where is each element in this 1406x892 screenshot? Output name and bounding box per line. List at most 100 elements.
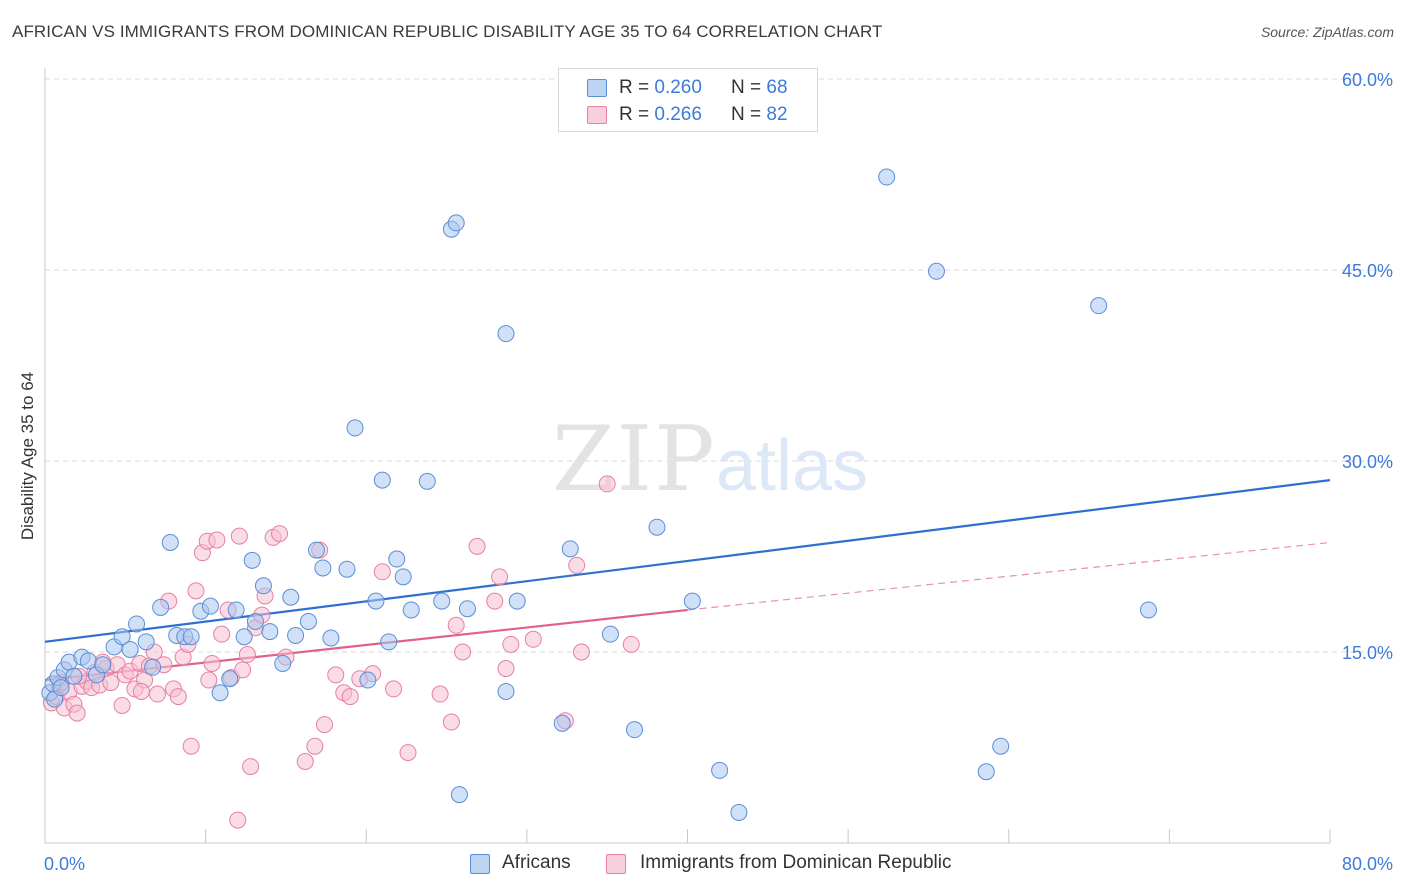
data-point-immigrants bbox=[454, 643, 472, 661]
data-point-africans bbox=[322, 629, 340, 647]
data-point-immigrants bbox=[200, 671, 218, 689]
legend-n: N = 82 bbox=[731, 104, 788, 126]
source-credit: Source: ZipAtlas.com bbox=[1260, 24, 1394, 40]
data-point-africans bbox=[128, 615, 146, 633]
data-point-immigrants bbox=[102, 674, 120, 692]
data-point-africans bbox=[94, 656, 112, 674]
data-point-africans bbox=[299, 612, 317, 630]
data-point-immigrants bbox=[502, 635, 520, 653]
data-point-africans bbox=[274, 654, 292, 672]
data-point-immigrants bbox=[373, 563, 391, 581]
data-point-africans bbox=[227, 601, 245, 619]
watermark-atlas: atlas bbox=[716, 426, 868, 506]
data-point-immigrants bbox=[341, 688, 359, 706]
legend-row-africans: R = 0.260 N = 68 bbox=[559, 75, 817, 101]
data-point-africans bbox=[243, 551, 261, 569]
data-point-africans bbox=[246, 612, 264, 630]
data-point-africans bbox=[418, 472, 436, 490]
data-point-africans bbox=[346, 419, 364, 437]
data-point-africans bbox=[380, 633, 398, 651]
legend-label-africans: Africans bbox=[502, 852, 571, 873]
data-point-africans bbox=[878, 168, 896, 186]
data-point-immigrants bbox=[524, 630, 542, 648]
data-point-immigrants bbox=[468, 537, 486, 555]
data-point-immigrants bbox=[486, 592, 504, 610]
data-point-africans bbox=[497, 682, 515, 700]
data-point-immigrants bbox=[568, 556, 586, 574]
y-tick-labels: 15.0% 30.0% 45.0% 60.0% bbox=[1342, 70, 1393, 663]
data-point-africans bbox=[201, 597, 219, 615]
n-label: N = bbox=[731, 104, 767, 125]
data-point-africans bbox=[625, 721, 643, 739]
data-point-immigrants bbox=[187, 582, 205, 600]
data-point-africans bbox=[977, 763, 995, 781]
watermark: ZIP atlas bbox=[552, 407, 868, 512]
data-point-immigrants bbox=[399, 744, 417, 762]
n-value: 82 bbox=[766, 104, 788, 125]
data-point-immigrants bbox=[230, 527, 248, 545]
data-point-africans bbox=[402, 601, 420, 619]
data-point-immigrants bbox=[572, 643, 590, 661]
data-point-africans bbox=[730, 803, 748, 821]
data-point-africans bbox=[927, 262, 945, 280]
data-point-africans bbox=[152, 598, 170, 616]
data-point-africans bbox=[254, 577, 272, 595]
data-point-immigrants bbox=[442, 713, 460, 731]
data-point-africans bbox=[52, 679, 70, 697]
data-point-africans bbox=[683, 592, 701, 610]
data-point-immigrants bbox=[296, 753, 314, 771]
data-point-immigrants bbox=[306, 737, 324, 755]
data-point-immigrants bbox=[203, 654, 221, 672]
legend-label-immigrants: Immigrants from Dominican Republic bbox=[640, 852, 952, 873]
data-point-immigrants bbox=[242, 758, 260, 776]
data-point-immigrants bbox=[447, 616, 465, 634]
data-point-africans bbox=[553, 714, 571, 732]
data-point-africans bbox=[161, 533, 179, 551]
data-point-immigrants bbox=[113, 696, 131, 714]
data-point-africans bbox=[211, 684, 229, 702]
data-point-africans bbox=[338, 560, 356, 578]
r-label: R = bbox=[619, 77, 655, 98]
data-point-africans bbox=[287, 626, 305, 644]
data-point-immigrants bbox=[234, 661, 252, 679]
series-legend: Africans Immigrants from Dominican Repub… bbox=[0, 852, 1406, 878]
data-point-immigrants bbox=[315, 716, 333, 734]
legend-swatch-pink bbox=[587, 106, 607, 124]
y-tick-label: 15.0% bbox=[1342, 643, 1393, 663]
r-value: 0.260 bbox=[654, 77, 702, 98]
r-label: R = bbox=[619, 104, 655, 125]
data-point-africans bbox=[447, 214, 465, 232]
data-point-immigrants bbox=[598, 475, 616, 493]
n-label: N = bbox=[731, 77, 767, 98]
correlation-legend: R = 0.260 N = 68 R = 0.266 N = 82 bbox=[558, 68, 818, 132]
data-point-africans bbox=[367, 592, 385, 610]
data-point-africans bbox=[261, 623, 279, 641]
data-point-africans bbox=[221, 670, 239, 688]
data-point-africans bbox=[601, 625, 619, 643]
data-point-immigrants bbox=[182, 737, 200, 755]
data-point-africans bbox=[508, 592, 526, 610]
n-value: 68 bbox=[766, 77, 788, 98]
data-point-africans bbox=[121, 640, 139, 658]
trend-line-immigrants-extrapolated bbox=[687, 541, 1331, 611]
data-point-africans bbox=[450, 786, 468, 804]
data-point-africans bbox=[113, 628, 131, 646]
data-point-immigrants bbox=[132, 682, 150, 700]
data-point-africans bbox=[144, 658, 162, 676]
data-point-africans bbox=[235, 628, 253, 646]
data-point-africans bbox=[79, 652, 97, 670]
data-point-africans bbox=[359, 671, 377, 689]
legend-swatch-blue bbox=[587, 79, 607, 97]
legend-swatch-pink bbox=[606, 854, 626, 874]
data-point-africans bbox=[992, 737, 1010, 755]
series-africans-points bbox=[41, 168, 1157, 821]
data-point-africans bbox=[458, 600, 476, 618]
data-point-immigrants bbox=[271, 525, 289, 543]
data-point-africans bbox=[711, 761, 729, 779]
data-point-immigrants bbox=[622, 635, 640, 653]
legend-r: R = 0.260 bbox=[619, 77, 702, 99]
x-tick-marks bbox=[205, 829, 1331, 843]
data-point-immigrants bbox=[385, 680, 403, 698]
y-axis-label: Disability Age 35 to 64 bbox=[18, 372, 37, 540]
